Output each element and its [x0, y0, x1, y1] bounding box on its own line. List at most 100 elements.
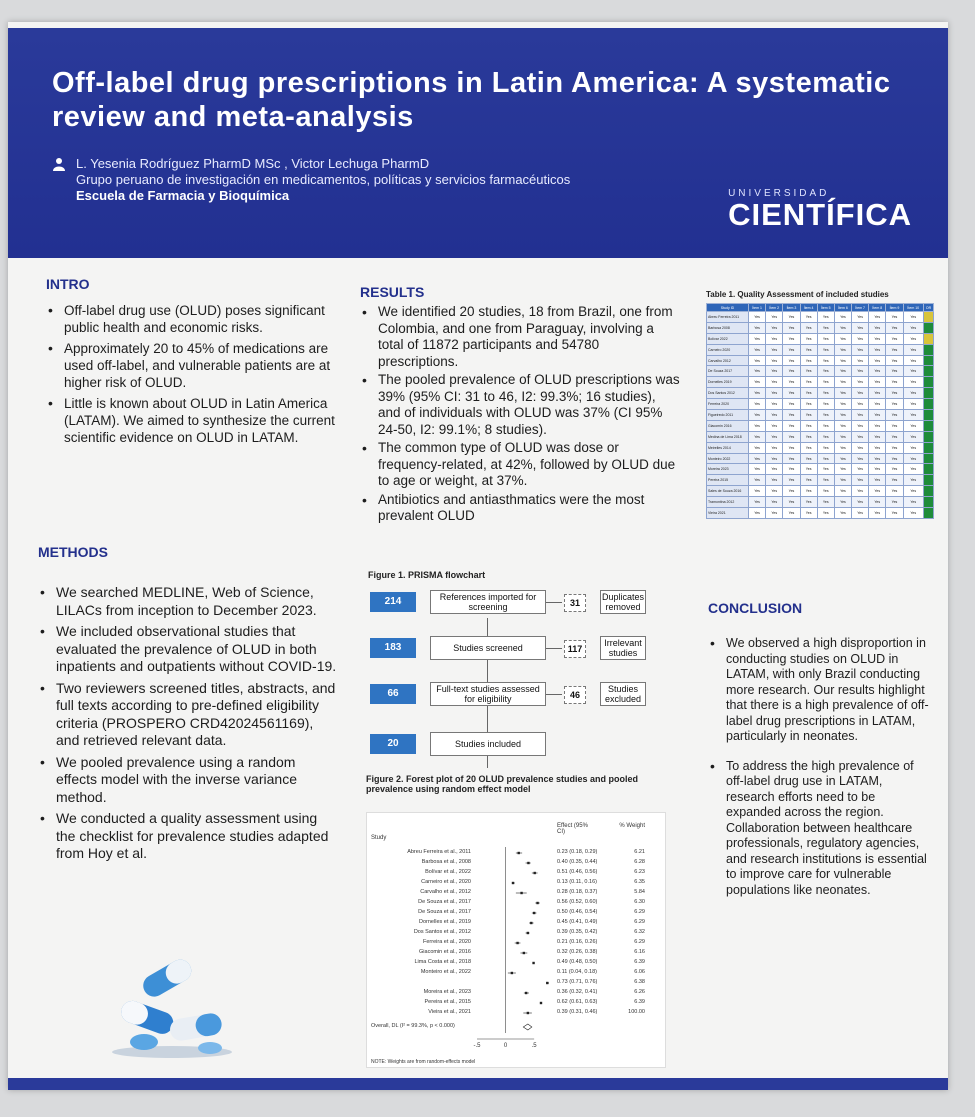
quality-table-overall — [923, 365, 934, 378]
quality-table-overall — [923, 507, 934, 519]
quality-table-cell: Yes — [782, 398, 801, 411]
forest-weight-value: 6.39 — [634, 959, 645, 965]
quality-table-cell: Yes — [885, 311, 904, 323]
forest-overall-row: Overall, DL (I² = 99.3%, p < 0.000) — [367, 1023, 667, 1032]
forest-row: Giacomin et al., 2016 0.32 (0.26, 0.38) 6.… — [367, 949, 667, 958]
quality-table-row: Dornelles 2019 Yes Yes Yes Yes Yes Yes Yes Yes Ye… — [706, 376, 934, 389]
forest-caption: Figure 2. Forest plot of 20 OLUD prevale… — [366, 774, 639, 794]
quality-table-overall — [923, 452, 934, 465]
quality-table-cell: Yes — [868, 441, 887, 454]
quality-table-cell: Yes — [816, 474, 835, 487]
quality-table-cell: Yes — [765, 387, 784, 400]
quality-table-cell: Yes — [851, 354, 870, 367]
forest-effect-value: 0.49 (0.48, 0.50) — [557, 959, 598, 965]
quality-table-cell: Yes — [765, 474, 784, 487]
forest-weight-value: 6.06 — [634, 969, 645, 975]
quality-table-cell: Yes — [747, 419, 767, 432]
quality-table-cell: Yes — [747, 311, 767, 323]
quality-table-cell: Yes — [885, 354, 904, 367]
quality-table-cell: Yes — [747, 365, 767, 378]
quality-table-row: Tramontina 2012 Yes Yes Yes Yes Yes Yes Yes Yes Y… — [706, 496, 934, 509]
forest-overall-diamond — [522, 1023, 533, 1031]
forest-effect-value: 0.50 (0.46, 0.54) — [557, 909, 598, 915]
quality-table-cell: Yes — [799, 463, 818, 476]
quality-table-cell: Yes — [782, 496, 801, 509]
quality-table-study: Pereira 2015 — [706, 474, 749, 487]
quality-table-study: Dornelles 2019 — [706, 376, 749, 389]
quality-table-header-cell: Ítem 8 — [868, 303, 887, 312]
quality-table-cell: Yes — [851, 474, 870, 487]
quality-table-cell: Yes — [885, 485, 904, 498]
quality-table-overall — [923, 419, 934, 432]
forest-point — [511, 881, 515, 885]
quality-table-cell: Yes — [833, 452, 853, 465]
quality-table-cell: Yes — [799, 398, 818, 411]
forest-weight-value: 6.21 — [634, 849, 645, 855]
quality-table-cell: Yes — [747, 409, 767, 421]
conclusion-item: To address the high prevalence of off-la… — [708, 759, 932, 899]
quality-table-cell: Yes — [782, 354, 801, 367]
quality-table-cell: Yes — [747, 321, 767, 334]
quality-table-header-cell: Study ID — [706, 303, 749, 312]
intro-section: INTRO Off-label drug use (OLUD) poses si… — [46, 276, 346, 450]
quality-table-overall — [923, 409, 934, 421]
quality-table-cell: Yes — [765, 311, 784, 323]
quality-table-cell: Yes — [747, 452, 767, 465]
quality-table-cell: Yes — [799, 343, 818, 356]
quality-table-cell: Yes — [868, 321, 887, 334]
quality-table-row: Pereira 2015 Yes Yes Yes Yes Yes Yes Yes Yes Yes Y… — [706, 474, 934, 487]
forest-row: Lima Costa et al., 2018 0.49 (0.48, 0.50)… — [367, 959, 667, 968]
forest-study-name: Vieira et al., 2021 — [428, 1009, 471, 1015]
quality-table-cell: Yes — [902, 398, 925, 411]
results-heading: RESULTS — [360, 284, 425, 300]
university-logo: UNIVERSIDAD CIENTÍFICA — [728, 188, 912, 231]
quality-table-study: De Souza 2017 — [706, 365, 749, 378]
results-item: Antibiotics and antiasthmatics were the … — [360, 492, 680, 525]
quality-table-cell: Yes — [868, 430, 887, 443]
forest-row: Carneiro et al., 2020 0.13 (0.11, 0.16) 6.… — [367, 879, 667, 888]
quality-table-cell: Yes — [868, 419, 887, 432]
forest-point — [517, 851, 520, 855]
quality-table-cell: Yes — [782, 452, 801, 465]
prisma-box-included: Studies included — [430, 732, 546, 756]
quality-table-row: Carneiro 2020 Yes Yes Yes Yes Yes Yes Yes Yes Yes… — [706, 343, 934, 356]
quality-table-cell: Yes — [816, 354, 835, 367]
forest-weight-value: 5.84 — [634, 889, 645, 895]
quality-table-cell: Yes — [868, 507, 887, 519]
quality-table-cell: Yes — [902, 354, 925, 367]
forest-row: Pereira et al., 2015 0.62 (0.61, 0.63) 6.3… — [367, 999, 667, 1008]
quality-table-study: Medina de Lima 2018 — [706, 430, 749, 443]
quality-table-cell: Yes — [902, 387, 925, 400]
quality-table-cell: Yes — [747, 485, 767, 498]
forest-axis-tick: .5 — [532, 1043, 538, 1049]
methods-item: We conducted a quality assessment using … — [38, 810, 338, 863]
quality-table-cell: Yes — [816, 463, 835, 476]
quality-table-cell: Yes — [782, 474, 801, 487]
quality-table-cell: Yes — [816, 409, 835, 421]
quality-table-cell: Yes — [816, 332, 835, 345]
forest-row: De Souza et al., 2017 0.56 (0.52, 0.60) 6.… — [367, 899, 667, 908]
quality-table-header-cell: Ítem 7 — [851, 303, 870, 312]
forest-point — [532, 961, 535, 965]
quality-table-cell: Yes — [885, 398, 904, 411]
quality-table-header-cell: OR — [923, 303, 934, 312]
quality-table-cell: Yes — [747, 343, 767, 356]
results-item: We identified 20 studies, 18 from Brazil… — [360, 304, 680, 370]
quality-table-cell: Yes — [868, 376, 887, 389]
quality-table-cell: Yes — [765, 409, 784, 421]
forest-row: Dos Santos et al., 2012 0.39 (0.35, 0.42)… — [367, 929, 667, 938]
poster-title: Off-label drug prescriptions in Latin Am… — [52, 67, 891, 133]
quality-table-cell: Yes — [782, 387, 801, 400]
prisma-box-duplicates: Duplicates removed — [600, 590, 646, 614]
quality-table-study: Figueiredo 2011 — [706, 409, 749, 421]
quality-table-cell: Yes — [765, 343, 784, 356]
quality-table-overall — [923, 441, 934, 454]
quality-table-cell: Yes — [816, 343, 835, 356]
forest-row: Ferreira et al., 2020 0.21 (0.16, 0.26) 6.… — [367, 939, 667, 948]
quality-table-cell: Yes — [833, 419, 853, 432]
quality-table-cell: Yes — [816, 311, 835, 323]
quality-table-cell: Yes — [902, 474, 925, 487]
quality-table-cell: Yes — [885, 419, 904, 432]
forest-study-name: Monteiro et al., 2022 — [420, 969, 471, 975]
quality-table-cell: Yes — [902, 496, 925, 509]
